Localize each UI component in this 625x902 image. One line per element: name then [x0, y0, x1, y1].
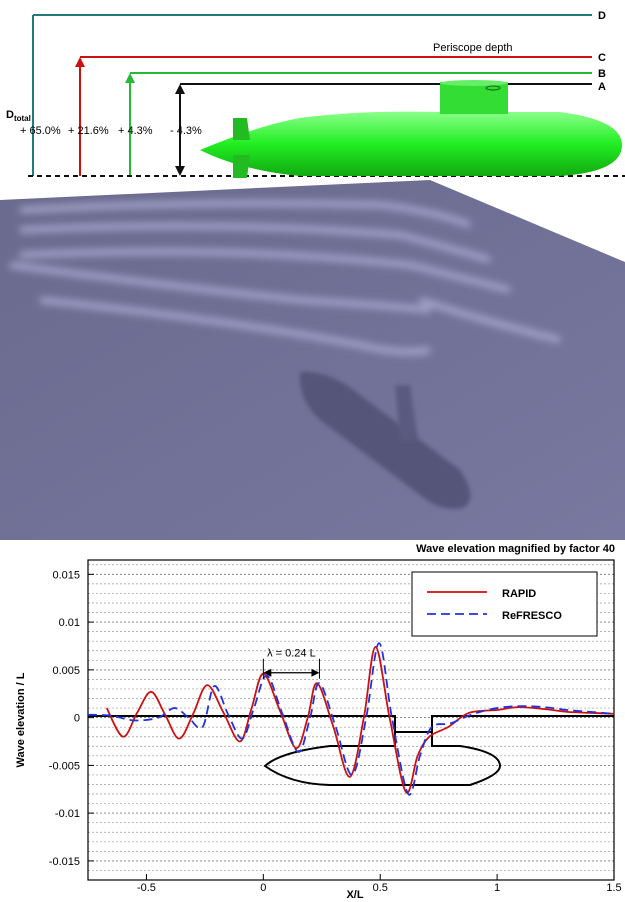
percent-label: + 65.0% — [20, 125, 61, 137]
y-tick-label: -0.015 — [49, 856, 80, 868]
legend-label: RAPID — [502, 588, 536, 600]
y-tick-label: 0.015 — [52, 569, 80, 581]
level-label: C — [598, 52, 606, 64]
d-total-main: D — [6, 109, 14, 121]
arrow-head — [175, 84, 185, 94]
legend-box — [411, 571, 598, 637]
y-tick-label: -0.01 — [55, 808, 80, 820]
arrow-head — [175, 166, 185, 176]
level-label: A — [598, 81, 606, 93]
level-label: D — [598, 10, 606, 22]
submarine-rudder — [233, 118, 250, 178]
annotation: λ = 0.24 L — [267, 648, 316, 660]
percent-label: + 4.3% — [118, 125, 153, 137]
x-tick-label: 1.5 — [606, 882, 621, 894]
sail-hatch — [485, 85, 501, 91]
plot-frame — [87, 559, 615, 881]
x-tick-label: 0 — [260, 882, 266, 894]
wave-crests — [9, 200, 561, 355]
percent-label: + 21.6% — [68, 125, 109, 137]
y-tick-label: 0.005 — [52, 665, 80, 677]
wave-rendering — [0, 180, 625, 540]
x-axis-label: X/L — [346, 889, 363, 901]
series-line — [105, 646, 615, 794]
arrow-head — [125, 73, 135, 83]
y-tick-label: 0 — [74, 713, 80, 725]
depth-diagram: D C B A Periscope depth Dtotal + 65.0% +… — [6, 10, 625, 178]
submarine-hull — [200, 111, 622, 176]
hull-outline — [263, 732, 502, 786]
d-total-label: Dtotal — [6, 109, 31, 123]
level-label: B — [598, 68, 606, 80]
x-tick-label: -0.5 — [137, 882, 156, 894]
y-axis-label: Wave elevation / L — [15, 672, 27, 767]
d-total-sub: total — [14, 114, 31, 123]
chart: Wave elevation magnified by factor 40 X/… — [15, 543, 622, 901]
chart-title: Wave elevation magnified by factor 40 — [416, 543, 615, 555]
x-tick-label: 1 — [494, 882, 500, 894]
y-tick-label: -0.005 — [49, 760, 80, 772]
periscope-label: Periscope depth — [433, 42, 513, 54]
sail-top — [440, 80, 508, 86]
y-tick-label: 0.01 — [59, 617, 80, 629]
sea-surface — [0, 180, 625, 540]
submarine-shadow — [299, 371, 471, 509]
percent-label: - 4.3% — [170, 125, 202, 137]
arrow-head — [75, 57, 85, 67]
legend-label: ReFRESCO — [502, 610, 562, 622]
submarine-sail — [440, 82, 508, 114]
x-tick-label: 0.5 — [373, 882, 388, 894]
series-line — [87, 642, 615, 796]
sail-shadow — [395, 385, 418, 440]
